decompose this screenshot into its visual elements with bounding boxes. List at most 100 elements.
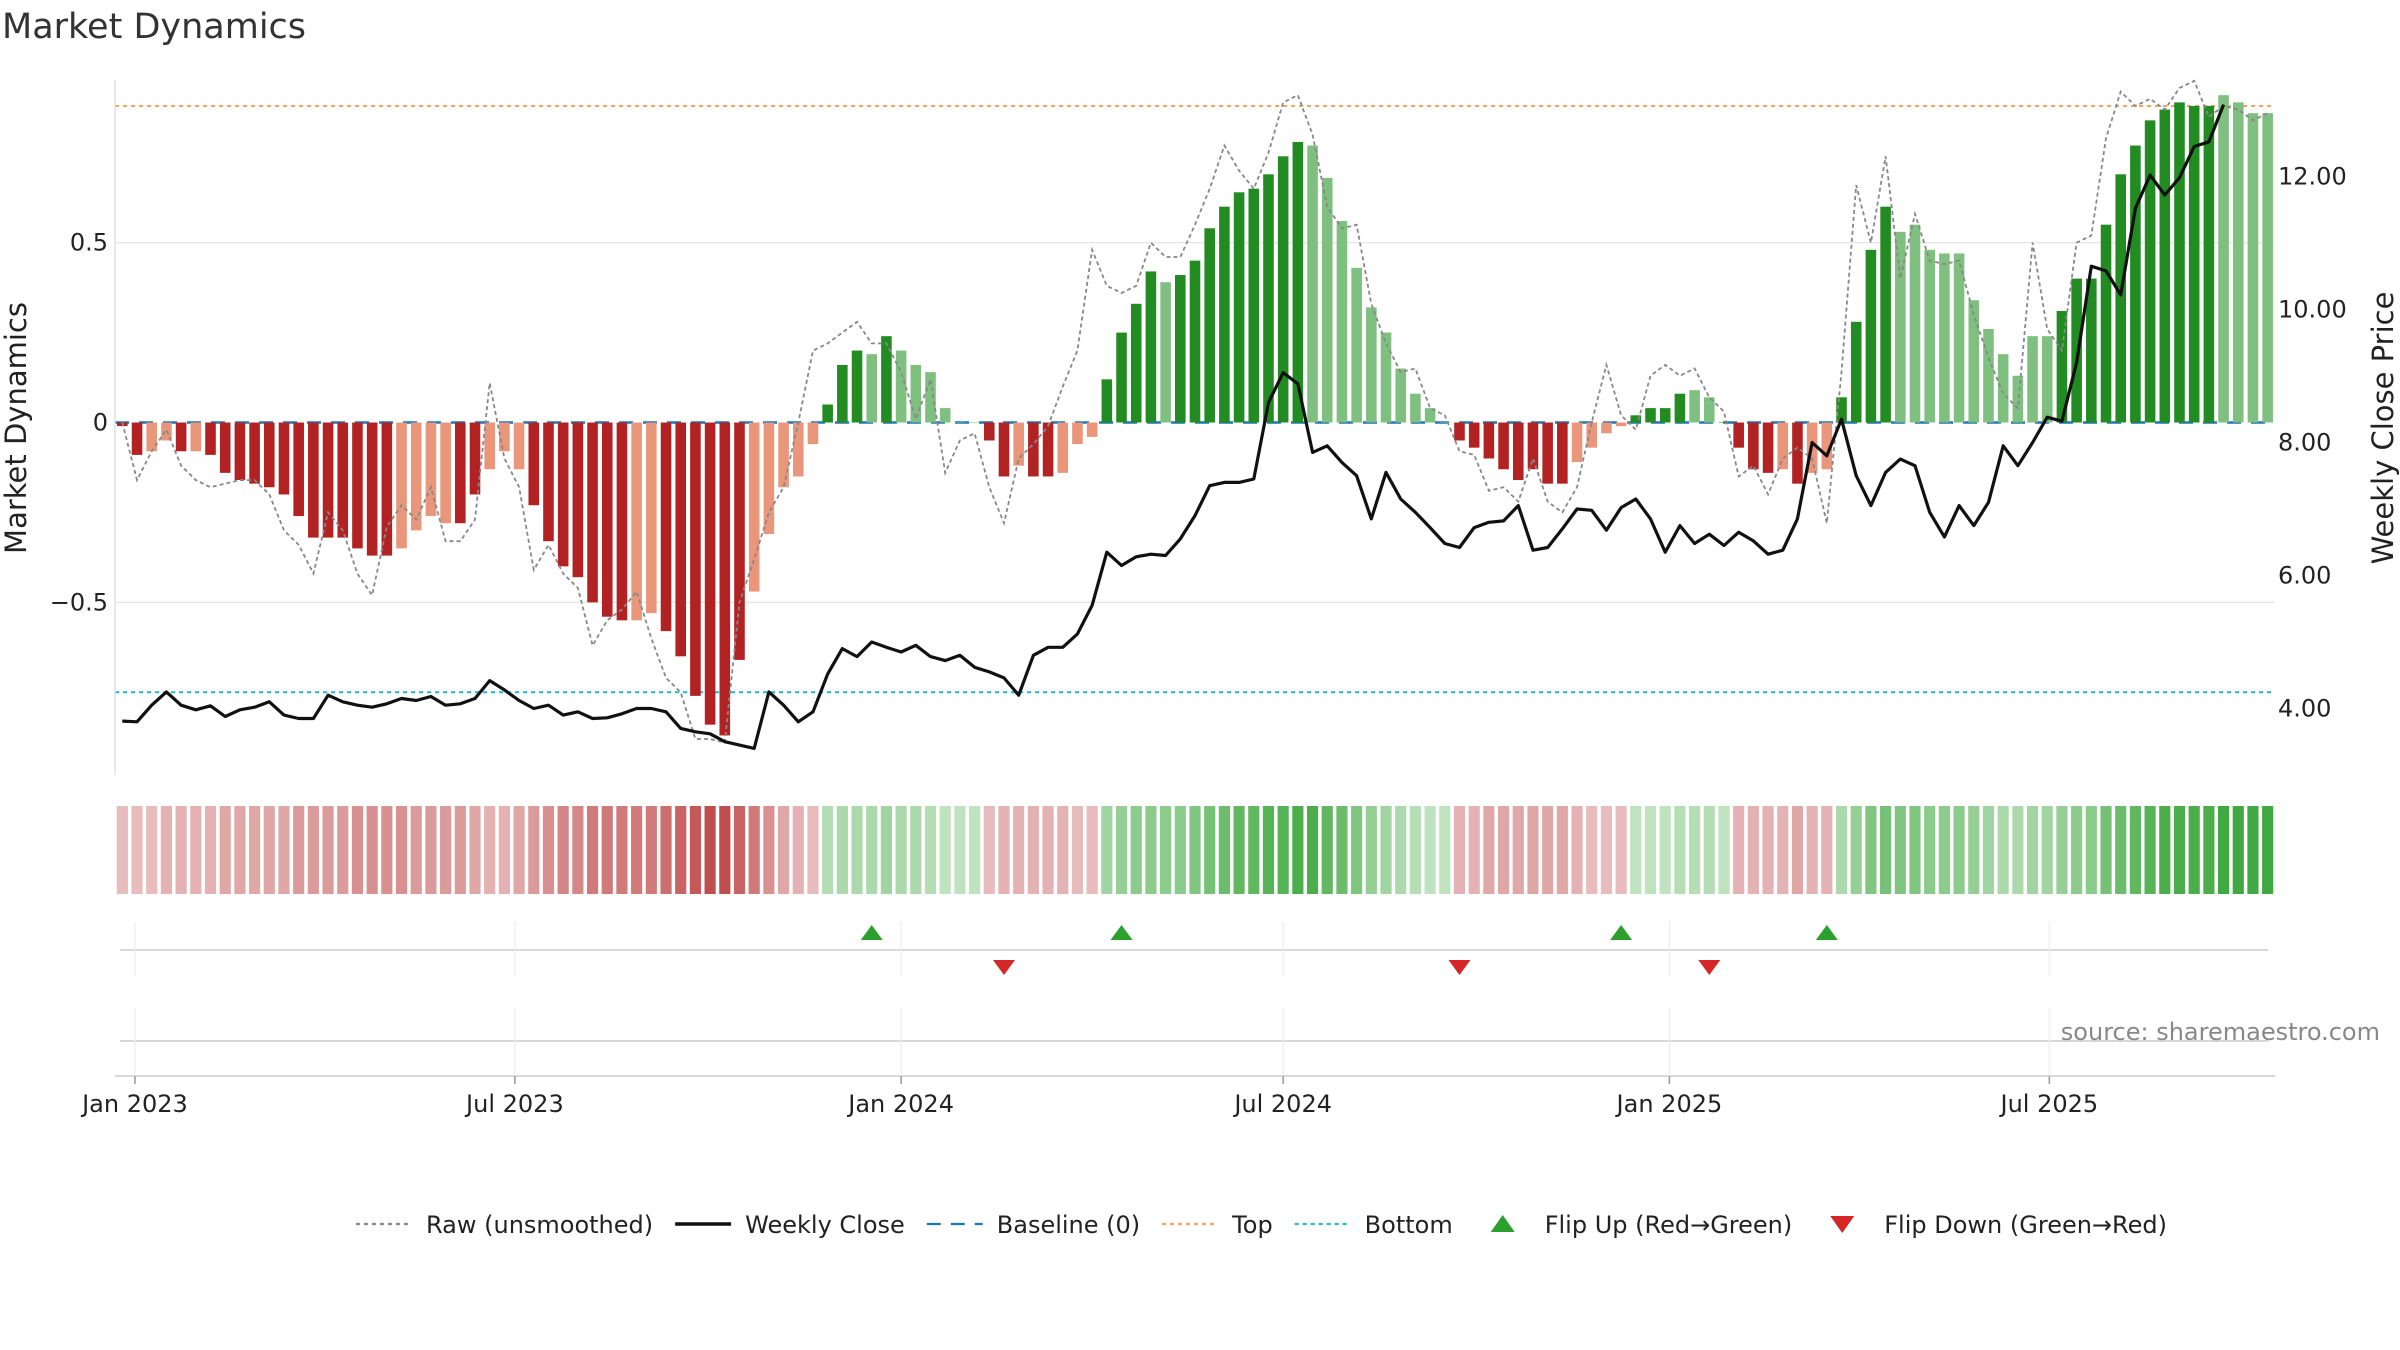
heat-cell-31 — [572, 806, 584, 894]
left-tick-label-0: 0.5 — [70, 229, 108, 257]
x-tick-label-4: Jan 2025 — [1615, 1090, 1723, 1118]
bar-134 — [2086, 278, 2097, 423]
heat-cell-129 — [2012, 806, 2024, 894]
legend-label-0: Raw (unsmoothed) — [426, 1211, 653, 1239]
heat-cell-42 — [733, 806, 746, 894]
heat-cell-116 — [1821, 806, 1833, 894]
heat-cell-97 — [1542, 806, 1554, 894]
bar-66 — [1086, 422, 1098, 437]
bar-60 — [998, 422, 1010, 477]
legend-item-1: Weekly Close — [675, 1211, 905, 1239]
heat-cell-108 — [1703, 806, 1715, 894]
heat-cell-37 — [660, 806, 672, 894]
heat-cell-91 — [1453, 806, 1466, 894]
right-tick-label-3: 6.00 — [2278, 561, 2331, 589]
bar-59 — [983, 422, 995, 441]
legend-item-4: Bottom — [1294, 1211, 1453, 1239]
bar-132 — [2056, 310, 2068, 423]
bar-2 — [146, 422, 158, 452]
heat-cell-59 — [983, 806, 995, 894]
heat-cell-51 — [866, 806, 878, 894]
bar-82 — [1321, 177, 1333, 423]
heat-cell-115 — [1806, 806, 1818, 894]
bar-65 — [1072, 422, 1083, 445]
legend-item-3: Top — [1162, 1211, 1273, 1239]
bar-31 — [572, 422, 584, 578]
heat-cell-72 — [1174, 806, 1186, 894]
bar-48 — [822, 404, 833, 423]
bar-123 — [1924, 249, 1935, 423]
bar-97 — [1542, 422, 1553, 484]
heat-cell-57 — [954, 806, 966, 894]
bar-13 — [308, 422, 319, 538]
heat-cell-4 — [175, 806, 187, 894]
bar-78 — [1263, 174, 1274, 423]
bar-129 — [2012, 375, 2024, 423]
bar-61 — [1013, 422, 1024, 466]
bar-103 — [1630, 415, 1642, 423]
flip-down-marker-2 — [1698, 960, 1721, 975]
bar-51 — [866, 354, 878, 423]
heat-cell-60 — [998, 806, 1010, 894]
heat-cell-52 — [880, 806, 893, 894]
heat-cell-22 — [440, 806, 452, 894]
heat-cell-120 — [1880, 806, 1892, 894]
heat-cell-105 — [1659, 806, 1671, 894]
bar-139 — [2159, 109, 2171, 423]
x-tick-label-0: Jan 2023 — [80, 1090, 188, 1118]
bar-10 — [263, 422, 275, 488]
heat-cell-5 — [190, 806, 202, 894]
heat-cell-123 — [1924, 806, 1936, 894]
heat-cell-135 — [2100, 806, 2112, 894]
heat-cell-84 — [1351, 806, 1363, 894]
bar-117 — [1836, 397, 1847, 423]
bar-81 — [1307, 145, 1318, 423]
bar-122 — [1909, 224, 1921, 423]
bar-141 — [2188, 105, 2200, 423]
bar-112 — [1762, 422, 1774, 473]
heat-cell-101 — [1600, 806, 1613, 894]
x-tick-label-5: Jul 2025 — [1999, 1090, 2099, 1118]
bar-124 — [1939, 253, 1950, 423]
heat-cell-62 — [1027, 806, 1039, 894]
heat-cell-68 — [1115, 806, 1128, 894]
bar-77 — [1248, 188, 1260, 423]
bar-39 — [690, 422, 701, 696]
heat-cell-117 — [1835, 806, 1848, 894]
heat-cell-141 — [2188, 806, 2200, 894]
bar-106 — [1674, 393, 1686, 423]
heat-cell-23 — [454, 806, 466, 894]
bar-71 — [1160, 282, 1171, 423]
bar-26 — [499, 422, 510, 452]
heat-cell-131 — [2041, 806, 2053, 894]
heat-cell-136 — [2115, 806, 2127, 894]
heat-cell-82 — [1321, 806, 1333, 894]
heat-cell-145 — [2247, 806, 2259, 894]
bar-40 — [704, 422, 716, 725]
x-tick-label-1: Jul 2023 — [464, 1090, 564, 1118]
heat-cell-146 — [2262, 806, 2274, 894]
bar-63 — [1042, 422, 1054, 477]
heat-cell-24 — [469, 806, 481, 894]
bar-131 — [2041, 336, 2053, 423]
bar-83 — [1336, 221, 1348, 423]
heat-cell-107 — [1689, 806, 1701, 894]
heat-cell-8 — [234, 806, 246, 894]
heat-cell-39 — [689, 806, 701, 894]
left-tick-label-2: −0.5 — [50, 588, 108, 616]
bar-99 — [1571, 422, 1583, 463]
bar-70 — [1145, 271, 1157, 423]
heat-cell-41 — [719, 806, 731, 894]
bar-43 — [748, 422, 760, 592]
bar-143 — [2218, 95, 2229, 423]
heat-cell-40 — [704, 806, 716, 894]
right-tick-label-0: 12.00 — [2278, 162, 2347, 190]
legend: Raw (unsmoothed) Weekly Close Baseline (0)… — [356, 1211, 2167, 1239]
bar-138 — [2144, 120, 2156, 423]
heat-cell-142 — [2203, 806, 2215, 894]
bar-72 — [1175, 275, 1186, 423]
heat-cell-70 — [1145, 806, 1157, 894]
legend-label-2: Baseline (0) — [997, 1211, 1140, 1239]
heat-cell-6 — [204, 806, 217, 894]
